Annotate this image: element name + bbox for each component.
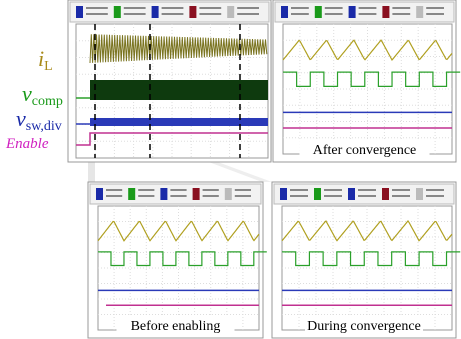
- scope-panel: During convergence: [272, 182, 460, 338]
- label-enable: Enable: [5, 136, 49, 152]
- waveform-vsw: [90, 118, 268, 126]
- channel-readout: [426, 7, 444, 9]
- label-il: iL: [38, 46, 53, 74]
- panel-caption: After convergence: [313, 143, 417, 158]
- channel-readout: [162, 7, 184, 9]
- label-sub: comp: [32, 94, 63, 109]
- scope-panel: After convergence: [273, 0, 460, 162]
- channel-readout: [359, 13, 377, 15]
- channel-readout: [86, 7, 108, 9]
- channel-icon: [349, 6, 356, 18]
- scope-header: [275, 2, 454, 22]
- panels: After convergence Before enabling During c…: [68, 0, 460, 338]
- channel-readout: [170, 195, 186, 197]
- label-sub: L: [44, 59, 53, 74]
- channel-readout: [237, 7, 259, 9]
- channel-readout: [359, 7, 377, 9]
- channel-readout: [392, 13, 410, 15]
- channel-icon: [114, 6, 121, 18]
- channel-readout: [392, 195, 410, 197]
- channel-icon: [225, 188, 232, 200]
- channel-icon: [348, 188, 355, 200]
- panel-caption: Before enabling: [131, 319, 221, 334]
- channel-readout: [325, 7, 343, 9]
- channel-readout: [235, 189, 251, 191]
- channel-icon: [315, 6, 322, 18]
- channel-readout: [138, 195, 154, 197]
- label-vcomp: vcomp: [22, 81, 63, 109]
- channel-readout: [86, 13, 108, 15]
- channel-icon: [416, 188, 423, 200]
- label-vsw: vsw,div: [16, 106, 62, 134]
- channel-readout: [199, 13, 221, 15]
- channel-readout: [426, 189, 444, 191]
- channel-readout: [124, 13, 146, 15]
- channel-readout: [291, 7, 309, 9]
- panel-caption: During convergence: [307, 319, 421, 334]
- scope-panel: Before enabling: [88, 182, 267, 338]
- channel-readout: [324, 195, 342, 197]
- channel-readout: [106, 189, 122, 191]
- channel-readout: [170, 189, 186, 191]
- channel-icon: [152, 6, 159, 18]
- channel-readout: [426, 195, 444, 197]
- channel-readout: [324, 189, 342, 191]
- waveform-vcomp: [90, 80, 268, 100]
- channel-icon: [382, 188, 389, 200]
- figure: After convergence Before enabling During c…: [0, 0, 461, 339]
- channel-icon: [314, 188, 321, 200]
- channel-icon: [227, 6, 234, 18]
- channel-readout: [162, 13, 184, 15]
- channel-readout: [237, 13, 259, 15]
- channel-readout: [199, 7, 221, 9]
- channel-icon: [193, 188, 200, 200]
- channel-readout: [358, 189, 376, 191]
- channel-icon: [382, 6, 389, 18]
- main-scope: [68, 0, 271, 162]
- channel-readout: [138, 189, 154, 191]
- channel-readout: [106, 195, 122, 197]
- label-symbol: v: [22, 81, 32, 106]
- channel-readout: [290, 195, 308, 197]
- channel-icon: [189, 6, 196, 18]
- channel-readout: [124, 7, 146, 9]
- channel-readout: [358, 195, 376, 197]
- channel-icon: [76, 6, 83, 18]
- channel-readout: [203, 195, 219, 197]
- channel-readout: [392, 189, 410, 191]
- channel-readout: [235, 195, 251, 197]
- channel-readout: [392, 7, 410, 9]
- channel-readout: [290, 189, 308, 191]
- channel-icon: [160, 188, 167, 200]
- channel-readout: [426, 13, 444, 15]
- channel-readout: [325, 13, 343, 15]
- channel-icon: [281, 6, 288, 18]
- channel-icon: [280, 188, 287, 200]
- channel-readout: [203, 189, 219, 191]
- channel-icon: [128, 188, 135, 200]
- channel-readout: [291, 13, 309, 15]
- label-sub: sw,div: [26, 119, 62, 134]
- channel-icon: [96, 188, 103, 200]
- scope-header: [90, 184, 261, 204]
- scope-header: [70, 2, 269, 22]
- scope-header: [274, 184, 454, 204]
- channel-icon: [416, 6, 423, 18]
- label-symbol: v: [16, 106, 26, 131]
